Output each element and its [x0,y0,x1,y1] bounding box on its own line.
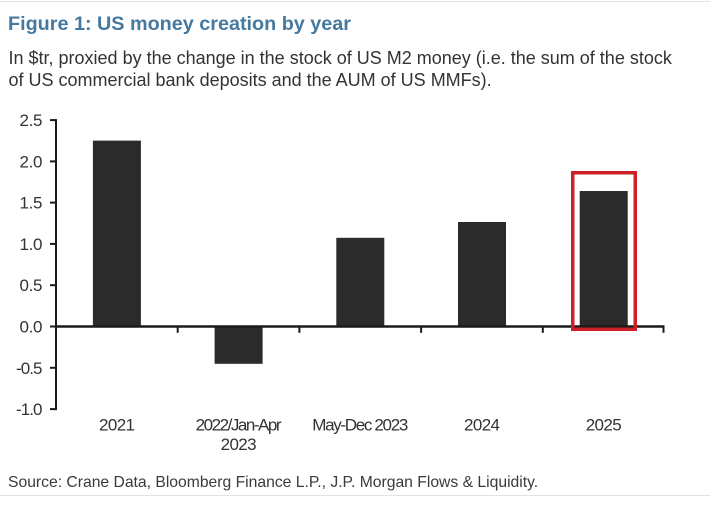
svg-text:2024: 2024 [464,416,500,435]
svg-text:1.0: 1.0 [20,235,43,254]
svg-text:2022/Jan-Apr: 2022/Jan-Apr [196,416,282,435]
svg-text:-0.5: -0.5 [16,359,43,378]
svg-text:2.5: 2.5 [20,111,43,130]
svg-text:0.5: 0.5 [20,276,43,295]
svg-text:2023: 2023 [221,435,257,454]
svg-text:1.5: 1.5 [20,194,43,213]
svg-text:2.0: 2.0 [20,152,43,171]
svg-text:May-Dec 2023: May-Dec 2023 [312,416,408,435]
svg-text:0.0: 0.0 [20,318,43,337]
svg-text:2025: 2025 [586,416,622,435]
svg-text:-1.0: -1.0 [16,400,43,419]
svg-text:2021: 2021 [99,416,135,435]
